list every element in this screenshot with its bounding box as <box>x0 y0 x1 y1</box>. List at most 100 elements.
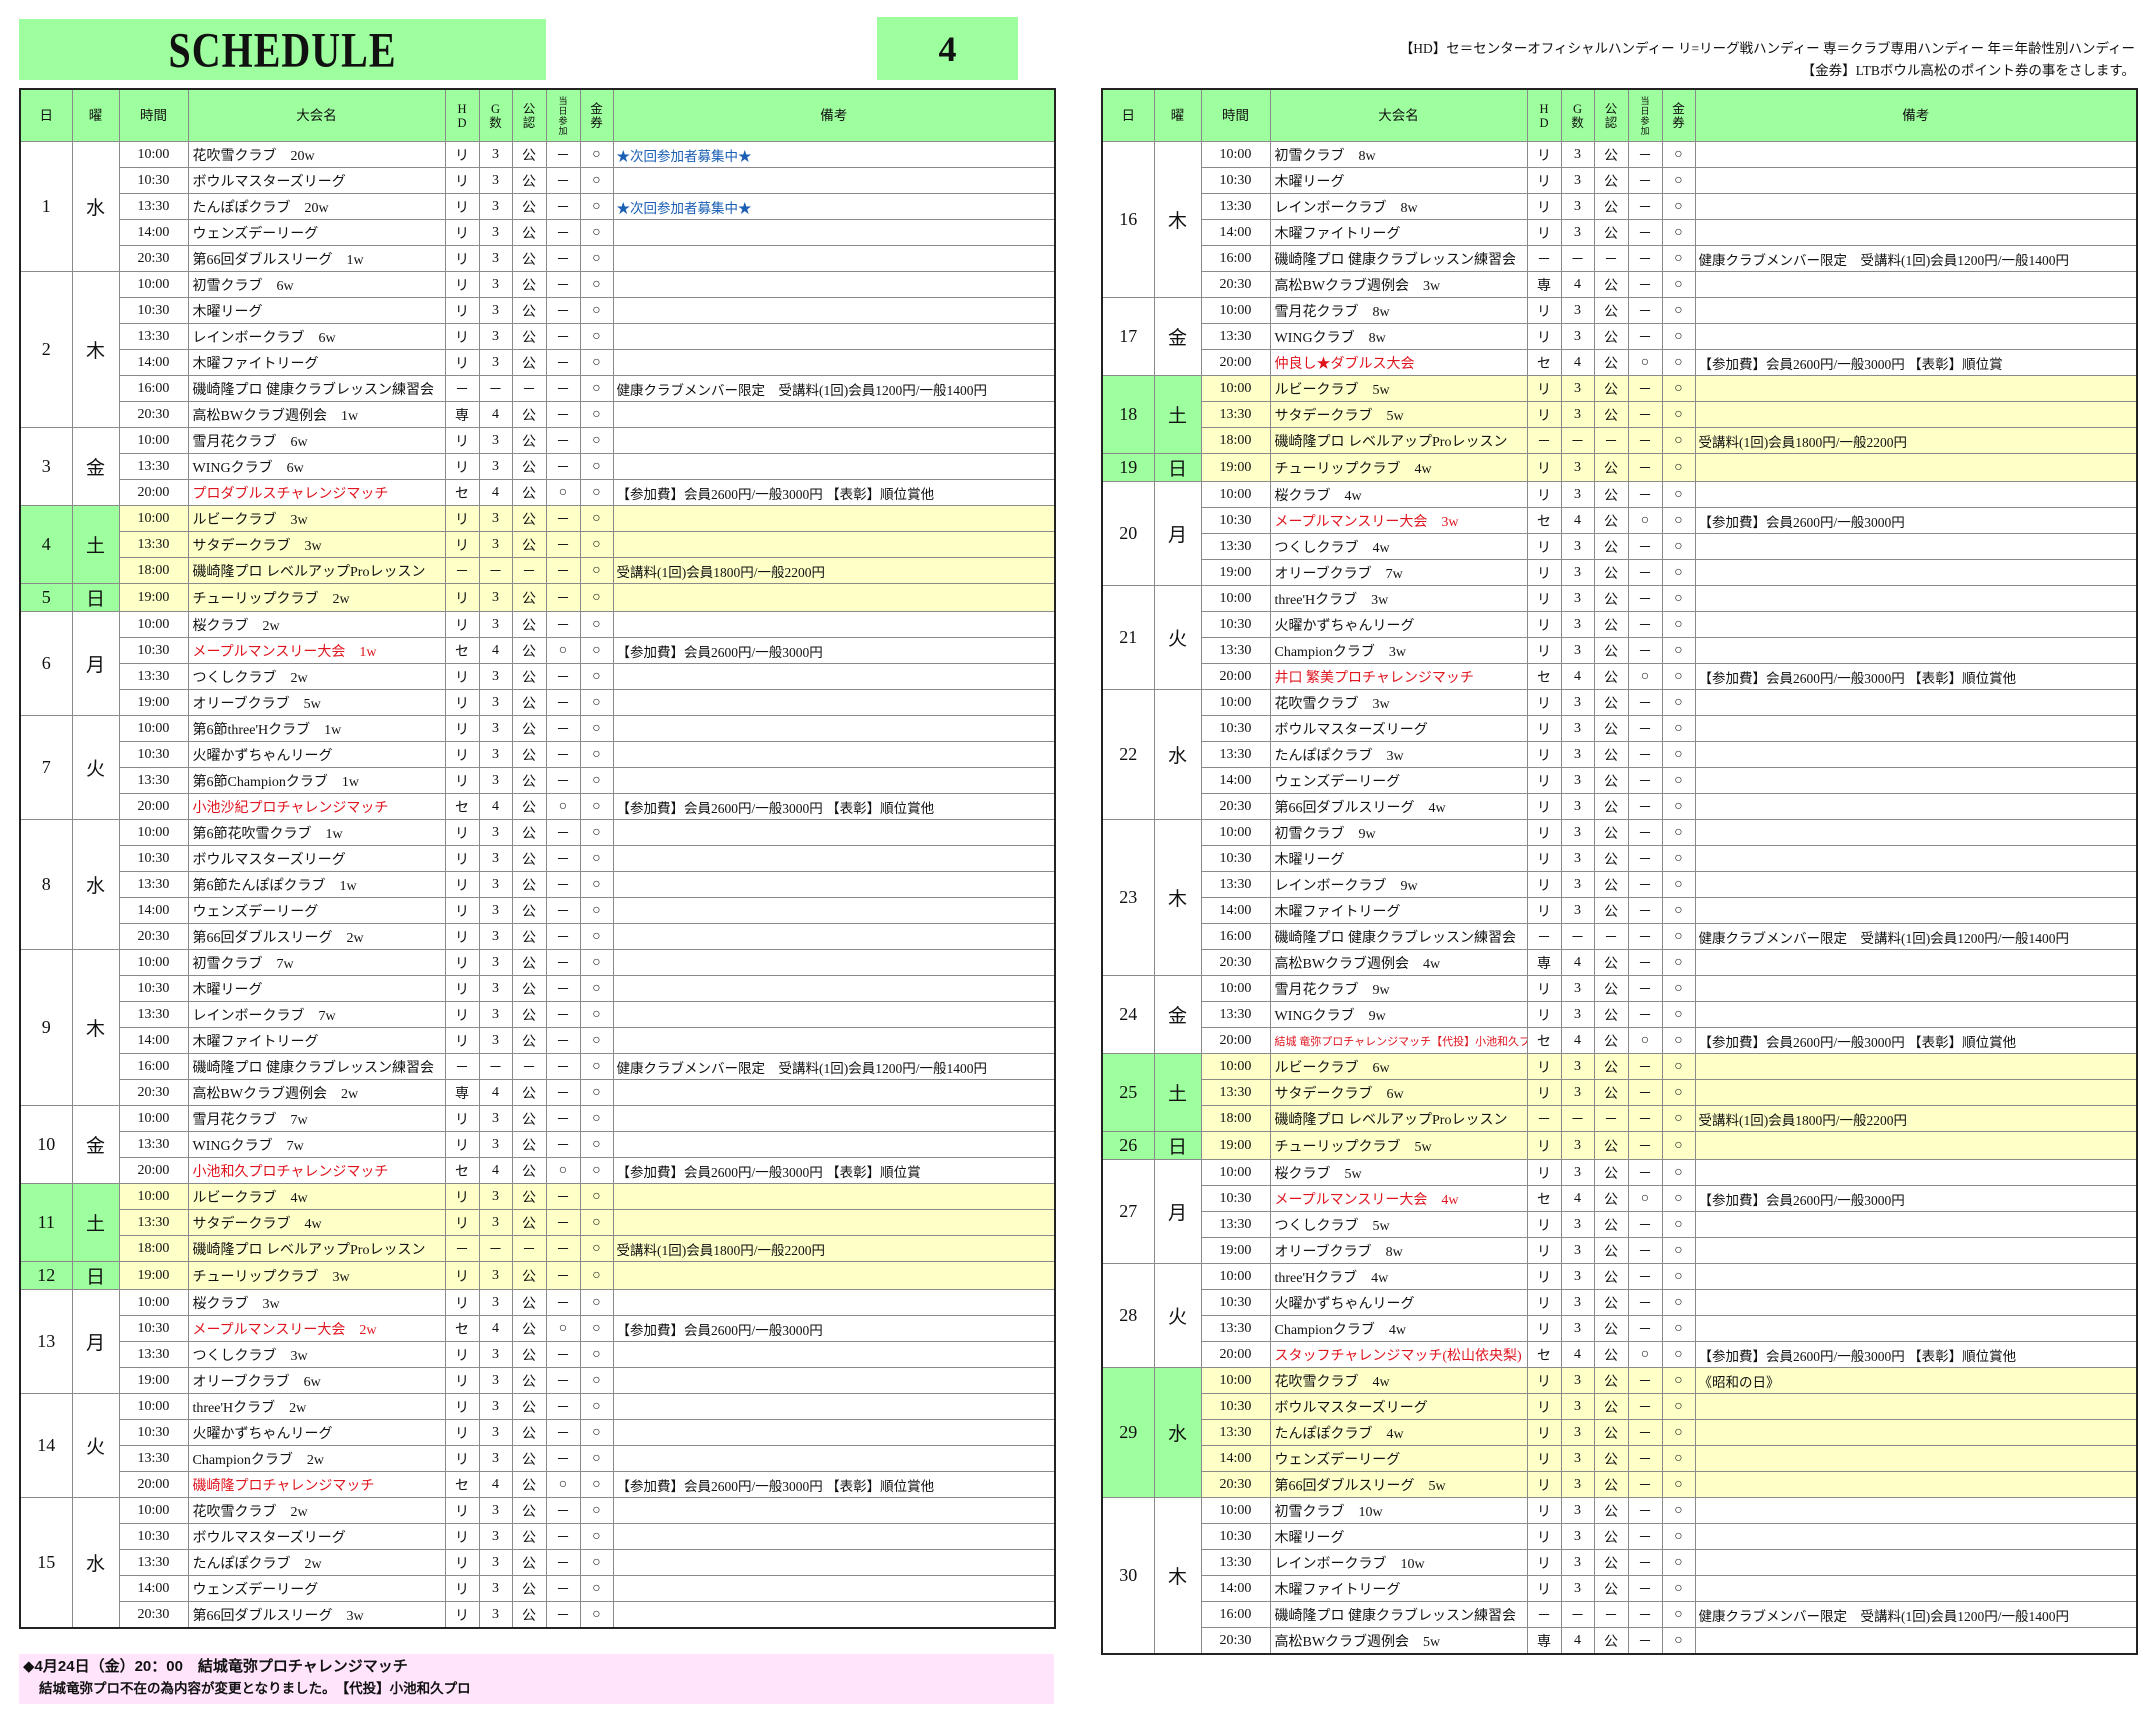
official: 公 <box>1593 533 1629 560</box>
voucher: ○ <box>579 349 614 376</box>
weekday: 火 <box>71 715 120 820</box>
time: 20:30 <box>1200 949 1271 976</box>
time: 20:00 <box>1200 349 1271 376</box>
voucher: ○ <box>1661 1001 1696 1028</box>
remarks <box>1694 1627 2138 1655</box>
time: 20:30 <box>118 923 189 950</box>
event-name: WINGクラブ 6w <box>187 453 446 480</box>
voucher: ○ <box>579 1471 614 1498</box>
hd: リ <box>1526 1549 1562 1576</box>
hd: セ <box>1526 1341 1562 1368</box>
walk-in: － <box>1627 611 1663 638</box>
hd: リ <box>1526 1575 1562 1602</box>
schedule-row: 23 木 10:00 初雪クラブ 9w リ 3 公－ ○ <box>1101 819 2138 976</box>
day-number: 11 <box>19 1183 73 1262</box>
weekday: 月 <box>1153 481 1202 586</box>
official: 公 <box>511 1367 547 1394</box>
day-number: 9 <box>19 949 73 1106</box>
time: 10:00 <box>1200 585 1271 612</box>
games: 3 <box>478 505 513 532</box>
hd: リ <box>444 1183 480 1210</box>
remarks: 【参加費】会員2600円/一般3000円 【表彰】順位賞他 <box>1694 1341 2138 1368</box>
games: 3 <box>1560 871 1595 898</box>
weekday: 木 <box>1153 141 1202 298</box>
hd: リ <box>1526 1159 1562 1186</box>
event-name: オリーブクラブ 6w <box>187 1367 446 1394</box>
event-name: オリーブクラブ 8w <box>1269 1237 1528 1264</box>
remarks <box>612 1393 1056 1420</box>
event-name: ボウルマスターズリーグ <box>1269 715 1528 742</box>
event-name: メープルマンスリー大会 4w <box>1269 1185 1528 1212</box>
games: 4 <box>478 793 513 820</box>
remarks: 受講料(1回)会員1800円/一般2200円 <box>1694 1105 2138 1132</box>
time: 20:00 <box>1200 1341 1271 1368</box>
voucher: ○ <box>579 1209 614 1236</box>
schedule-row: 13:30 Championクラブ 3w リ 3 公－ ○ <box>1102 637 2138 664</box>
official: 公 <box>1593 715 1629 742</box>
hd: リ <box>1526 819 1562 846</box>
time: 10:00 <box>1200 1159 1271 1186</box>
remarks <box>612 611 1056 638</box>
hd: リ <box>1526 1419 1562 1446</box>
time: 14:00 <box>1200 1575 1271 1602</box>
hd: リ <box>444 141 480 168</box>
col-remarks-header: 備考 <box>1694 88 2138 142</box>
walk-in: － <box>1627 167 1663 194</box>
time: 13:30 <box>1200 533 1271 560</box>
event-name: オリーブクラブ 7w <box>1269 559 1528 586</box>
schedule-row: 14:00 木曜ファイトリーグリ 3 公－ ○ <box>1102 1575 2138 1602</box>
walk-in: － <box>1627 1001 1663 1028</box>
hd: － <box>444 375 480 402</box>
time: 13:30 <box>1200 741 1271 768</box>
remarks <box>612 715 1056 742</box>
day-number: 14 <box>19 1393 73 1498</box>
official: 公 <box>1593 219 1629 246</box>
hd: リ <box>444 1549 480 1576</box>
voucher: ○ <box>1661 297 1696 324</box>
games: 3 <box>1560 219 1595 246</box>
day-number: 27 <box>1101 1159 1155 1264</box>
games: 3 <box>1560 767 1595 794</box>
hd: リ <box>1526 1523 1562 1550</box>
weekday: 水 <box>71 1497 120 1629</box>
walk-in: － <box>545 167 581 194</box>
hd: リ <box>444 741 480 768</box>
games: 3 <box>478 1341 513 1368</box>
schedule-row: 13:30 WINGクラブ 9w リ 3 公－ ○ <box>1102 1001 2138 1028</box>
official: 公 <box>511 219 547 246</box>
games: 3 <box>1560 845 1595 872</box>
remarks <box>612 349 1056 376</box>
event-name: サタデークラブ 3w <box>187 531 446 558</box>
official: 公 <box>1593 1263 1629 1290</box>
official: 公 <box>511 1575 547 1602</box>
voucher: ○ <box>579 1235 614 1262</box>
voucher: ○ <box>1661 507 1696 534</box>
walk-in: － <box>545 557 581 584</box>
remarks <box>1694 1419 2138 1446</box>
event-name: 花吹雪クラブ 20w <box>187 141 446 168</box>
hd: リ <box>1526 767 1562 794</box>
games: 3 <box>478 1261 513 1290</box>
games: 3 <box>478 871 513 898</box>
weekday: 金 <box>71 1105 120 1184</box>
weekday: 金 <box>71 427 120 506</box>
col-games-header: G 数 <box>478 88 513 142</box>
games: 3 <box>478 1575 513 1602</box>
event-name: チューリップクラブ 4w <box>1269 453 1528 482</box>
voucher: ○ <box>1661 1079 1696 1106</box>
time: 10:30 <box>1200 1523 1271 1550</box>
weekday: 木 <box>71 271 120 428</box>
schedule-row: 2 木 10:00 初雪クラブ 6w リ 3 公－ ○ <box>19 271 1056 428</box>
time: 10:00 <box>118 1393 189 1420</box>
games: 3 <box>478 297 513 324</box>
schedule-row: 20:00 結城 竜弥プロチャレンジマッチ【代投】小池和久プロセ 4 公 ○ ○ 【参加費】… <box>1102 1027 2138 1054</box>
time: 20:30 <box>118 401 189 428</box>
remarks <box>612 1209 1056 1236</box>
walk-in: － <box>1627 819 1663 846</box>
time: 10:00 <box>1200 297 1271 324</box>
schedule-row: 16:00 磯崎隆プロ 健康クラブレッスン練習会－－－－ ○ 健康クラブメンバー限定 … <box>20 375 1056 402</box>
remarks <box>1694 1315 2138 1342</box>
event-name: 磯崎隆プロ レベルアップProレッスン <box>187 1235 446 1262</box>
hd: リ <box>1526 559 1562 586</box>
col-hd-header: H D <box>444 88 480 142</box>
